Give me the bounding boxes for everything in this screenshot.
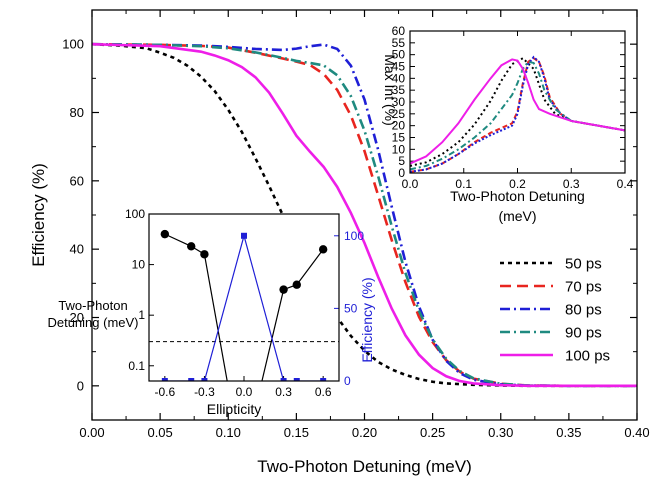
main-x-tick-label: 0.15 bbox=[284, 425, 309, 440]
inset-top-x-tick-label: 0.4 bbox=[617, 177, 634, 191]
inset-bottom-x-tick-label: 0.6 bbox=[315, 385, 332, 399]
inset-bottom-detuning-point bbox=[187, 242, 196, 251]
main-y-axis-title: Efficiency (%) bbox=[29, 163, 48, 267]
inset-top-y-tick-label: 10 bbox=[392, 142, 406, 156]
inset-top-x-axis-title: Two-Photon Detuning bbox=[450, 188, 585, 204]
inset-bottom-x-tick-label: 0.0 bbox=[236, 385, 253, 399]
inset-bottom-efficiency-point bbox=[201, 378, 208, 381]
inset-top-series-line bbox=[410, 56, 625, 167]
main-y-tick-label: 80 bbox=[70, 105, 84, 120]
inset-bottom-detuning-point bbox=[318, 245, 328, 254]
main-y-tick-label: 20 bbox=[70, 310, 84, 325]
inset-top-y-tick-label: 35 bbox=[392, 83, 406, 97]
main-x-tick-label: 0.05 bbox=[147, 425, 172, 440]
legend-label: 50 ps bbox=[565, 256, 602, 273]
inset-bottom-detuning-point bbox=[160, 229, 170, 239]
inset-bottom-y-right-tick-label: 0 bbox=[344, 374, 351, 388]
legend-label: 100 ps bbox=[565, 348, 610, 365]
inset-top-y-tick-label: 30 bbox=[392, 95, 406, 109]
inset-bottom-frame bbox=[148, 213, 340, 382]
inset-top-y-tick-label: 55 bbox=[392, 36, 406, 50]
inset-bottom-y-right-axis-title: Efficiency (%) bbox=[359, 277, 375, 362]
inset-top-x-tick-label: 0.2 bbox=[509, 177, 526, 191]
inset-bottom-efficiency-point bbox=[241, 232, 247, 239]
main-x-tick-label: 0.30 bbox=[488, 425, 513, 440]
inset-top-series-line bbox=[410, 60, 625, 171]
inset-bottom-y-right-tick-label: 100 bbox=[344, 229, 364, 243]
main-x-tick-label: 0.00 bbox=[79, 425, 104, 440]
inset-top-y-tick-label: 15 bbox=[392, 131, 406, 145]
inset-bottom-x-tick-label: -0.3 bbox=[194, 385, 215, 399]
inset-top-y-tick-label: 40 bbox=[392, 71, 406, 85]
inset-top-y-tick-label: 0 bbox=[398, 166, 405, 180]
inset-top-y-tick-label: 25 bbox=[392, 107, 406, 121]
legend-label: 80 ps bbox=[565, 302, 602, 319]
inset-bottom-detuning-point bbox=[292, 280, 301, 289]
inset-top-y-tick-label: 60 bbox=[392, 24, 406, 38]
main-x-tick-label: 0.20 bbox=[352, 425, 377, 440]
main-y-tick-label: 100 bbox=[62, 37, 84, 52]
inset-bottom-y-left-tick-label: 1 bbox=[138, 308, 145, 322]
inset-top-y-tick-label: 5 bbox=[398, 154, 405, 168]
inset-top-y-tick-label: 20 bbox=[392, 119, 406, 133]
inset-bottom-detuning-point bbox=[200, 250, 209, 259]
inset-bottom-efficiency-point bbox=[320, 378, 327, 381]
inset-bottom-y-left-tick-label: 100 bbox=[125, 207, 145, 221]
inset-top-series-line bbox=[410, 58, 625, 165]
main-series-line bbox=[92, 42, 637, 388]
legend: 50 ps 70 ps 80 ps 90 ps 100 ps bbox=[500, 256, 610, 365]
inset-bottom-detuning-point bbox=[279, 285, 288, 294]
inset-bottom-efficiency-point bbox=[188, 378, 195, 381]
inset-bottom-y-left-tick-label: 0.1 bbox=[128, 359, 145, 373]
main-series-line bbox=[92, 42, 637, 388]
inset-top-series-line bbox=[410, 55, 625, 173]
inset-bottom-efficiency-point bbox=[293, 378, 300, 381]
inset-bottom-y-left-tick-label: 10 bbox=[132, 258, 146, 272]
main-y-tick-label: 40 bbox=[70, 242, 84, 257]
inset-top-x-tick-label: 0.3 bbox=[563, 177, 580, 191]
inset-top-x-tick-label: 0.0 bbox=[402, 177, 419, 191]
main-y-tick-label: 60 bbox=[70, 173, 84, 188]
main-x-tick-label: 0.35 bbox=[556, 425, 581, 440]
inset-bottom-y-left-axis-title: Two-Photon bbox=[58, 298, 127, 313]
inset-bottom-efficiency-point bbox=[280, 378, 287, 381]
inset-top-y-tick-label: 45 bbox=[392, 60, 406, 74]
inset-top-series-group bbox=[410, 55, 625, 173]
inset-top-x-axis-title: (meV) bbox=[498, 208, 536, 224]
inset-bottom-series-group bbox=[160, 229, 328, 381]
inset-bottom-y-right-tick-label: 50 bbox=[344, 301, 358, 315]
main-x-tick-label: 0.10 bbox=[216, 425, 241, 440]
main-y-tick-label: 0 bbox=[77, 378, 84, 393]
legend-label: 90 ps bbox=[565, 325, 602, 342]
main-x-tick-label: 0.25 bbox=[420, 425, 445, 440]
main-x-axis-title: Two-Photon Detuning (meV) bbox=[257, 457, 472, 476]
main-plot-frame bbox=[91, 9, 638, 421]
inset-bottom-x-tick-label: 0.3 bbox=[275, 385, 292, 399]
inset-top-frame bbox=[409, 30, 626, 174]
inset-top-y-axis-title: Max Int (%) bbox=[382, 54, 398, 126]
inset-top-y-tick-label: 50 bbox=[392, 48, 406, 62]
main-x-tick-label: 0.40 bbox=[624, 425, 649, 440]
legend-label: 70 ps bbox=[565, 279, 602, 296]
inset-bottom-x-axis-title: Ellipticity bbox=[207, 401, 261, 417]
inset-bottom-left-plot: -0.6 -0.3 0.0 0.3 0.6 0.1 1 10 100 0 50 100 Elliptic… bbox=[47, 207, 375, 417]
inset-bottom-background bbox=[149, 214, 339, 381]
inset-bottom-x-tick-label: -0.6 bbox=[154, 385, 175, 399]
inset-bottom-efficiency-point bbox=[161, 378, 168, 381]
inset-top-background bbox=[410, 31, 625, 173]
inset-top-x-tick-label: 0.1 bbox=[455, 177, 472, 191]
inset-bottom-y-left-axis-title: Detuning (meV) bbox=[47, 315, 138, 330]
